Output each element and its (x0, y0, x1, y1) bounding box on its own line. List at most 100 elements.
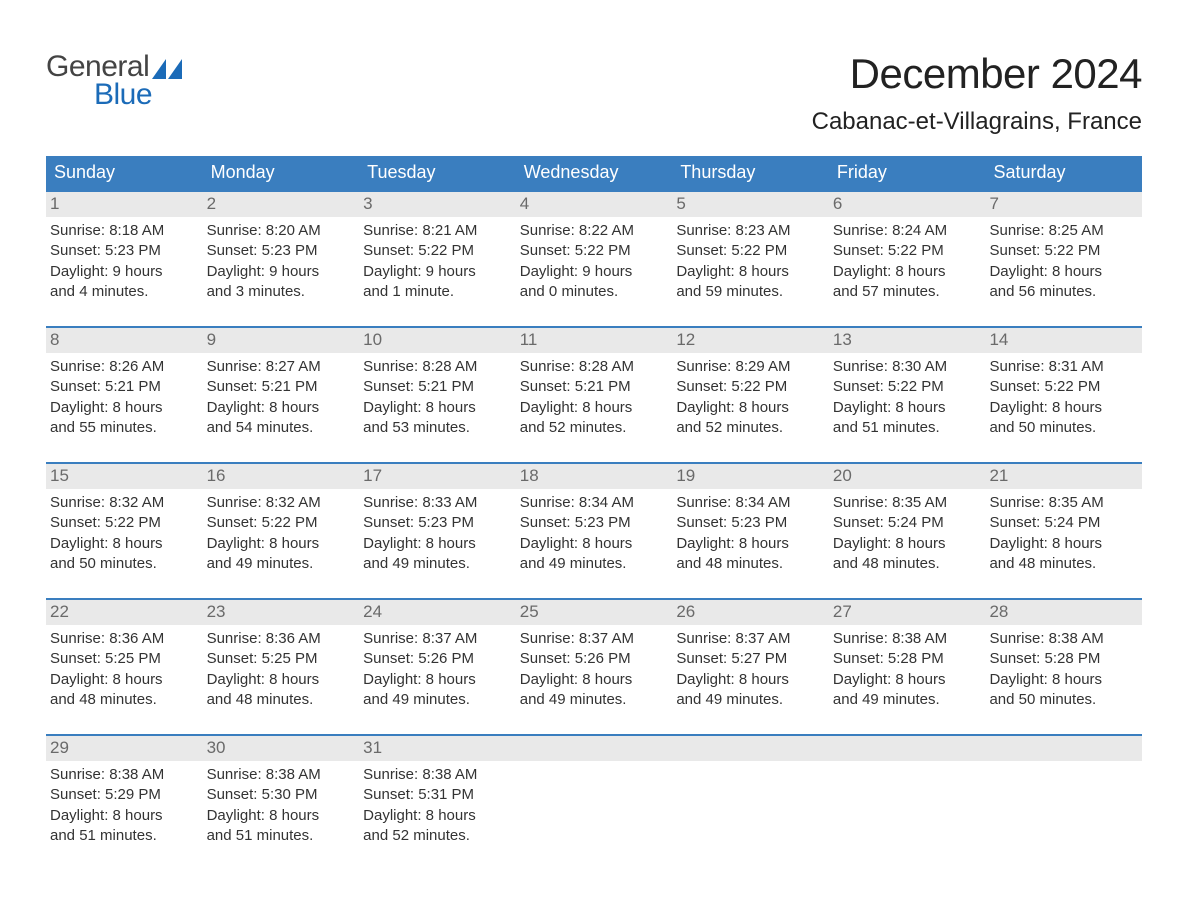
sunrise-line: Sunrise: 8:33 AM (363, 493, 512, 513)
daylight-line1: Daylight: 8 hours (50, 806, 199, 826)
sunrise-line: Sunrise: 8:32 AM (207, 493, 356, 513)
day-body: Sunrise: 8:34 AMSunset: 5:23 PMDaylight:… (516, 489, 673, 578)
day-cell: 28Sunrise: 8:38 AMSunset: 5:28 PMDayligh… (985, 600, 1142, 714)
dow-cell: Tuesday (359, 156, 516, 190)
day-number: 22 (46, 600, 203, 625)
daylight-line2: and 50 minutes. (989, 418, 1138, 438)
dow-cell: Thursday (672, 156, 829, 190)
daylight-line1: Daylight: 8 hours (676, 534, 825, 554)
day-number: 13 (829, 328, 986, 353)
day-cell: 1Sunrise: 8:18 AMSunset: 5:23 PMDaylight… (46, 192, 203, 306)
day-cell: 23Sunrise: 8:36 AMSunset: 5:25 PMDayligh… (203, 600, 360, 714)
daylight-line1: Daylight: 8 hours (833, 262, 982, 282)
day-body: Sunrise: 8:38 AMSunset: 5:31 PMDaylight:… (359, 761, 516, 850)
sunrise-line: Sunrise: 8:38 AM (833, 629, 982, 649)
sunset-line: Sunset: 5:23 PM (207, 241, 356, 261)
daylight-line2: and 48 minutes. (989, 554, 1138, 574)
sunrise-line: Sunrise: 8:28 AM (520, 357, 669, 377)
sunset-line: Sunset: 5:31 PM (363, 785, 512, 805)
sunset-line: Sunset: 5:24 PM (989, 513, 1138, 533)
daylight-line2: and 49 minutes. (363, 690, 512, 710)
sunrise-line: Sunrise: 8:22 AM (520, 221, 669, 241)
day-body: Sunrise: 8:36 AMSunset: 5:25 PMDaylight:… (203, 625, 360, 714)
sunrise-line: Sunrise: 8:38 AM (207, 765, 356, 785)
day-number: 14 (985, 328, 1142, 353)
calendar: Sunday Monday Tuesday Wednesday Thursday… (46, 156, 1142, 850)
day-cell: 25Sunrise: 8:37 AMSunset: 5:26 PMDayligh… (516, 600, 673, 714)
sunset-line: Sunset: 5:22 PM (989, 377, 1138, 397)
daylight-line1: Daylight: 8 hours (207, 670, 356, 690)
daylight-line1: Daylight: 8 hours (207, 398, 356, 418)
day-number: 10 (359, 328, 516, 353)
daylight-line2: and 49 minutes. (207, 554, 356, 574)
day-number: 27 (829, 600, 986, 625)
daylight-line2: and 51 minutes. (207, 826, 356, 846)
day-body (516, 761, 673, 769)
daylight-line1: Daylight: 8 hours (363, 670, 512, 690)
sunset-line: Sunset: 5:22 PM (676, 377, 825, 397)
day-cell: 3Sunrise: 8:21 AMSunset: 5:22 PMDaylight… (359, 192, 516, 306)
day-body: Sunrise: 8:21 AMSunset: 5:22 PMDaylight:… (359, 217, 516, 306)
daylight-line1: Daylight: 8 hours (989, 670, 1138, 690)
sunrise-line: Sunrise: 8:23 AM (676, 221, 825, 241)
day-cell: 7Sunrise: 8:25 AMSunset: 5:22 PMDaylight… (985, 192, 1142, 306)
daylight-line1: Daylight: 9 hours (207, 262, 356, 282)
sunset-line: Sunset: 5:22 PM (520, 241, 669, 261)
week-row: 29Sunrise: 8:38 AMSunset: 5:29 PMDayligh… (46, 734, 1142, 850)
day-number: 9 (203, 328, 360, 353)
sunset-line: Sunset: 5:21 PM (520, 377, 669, 397)
sunset-line: Sunset: 5:25 PM (207, 649, 356, 669)
day-number: 11 (516, 328, 673, 353)
day-number: 5 (672, 192, 829, 217)
day-body: Sunrise: 8:38 AMSunset: 5:28 PMDaylight:… (829, 625, 986, 714)
day-cell: 2Sunrise: 8:20 AMSunset: 5:23 PMDaylight… (203, 192, 360, 306)
sunrise-line: Sunrise: 8:38 AM (989, 629, 1138, 649)
day-body: Sunrise: 8:38 AMSunset: 5:29 PMDaylight:… (46, 761, 203, 850)
daylight-line1: Daylight: 8 hours (363, 806, 512, 826)
day-number: 23 (203, 600, 360, 625)
day-body: Sunrise: 8:32 AMSunset: 5:22 PMDaylight:… (203, 489, 360, 578)
daylight-line1: Daylight: 8 hours (50, 670, 199, 690)
daylight-line2: and 3 minutes. (207, 282, 356, 302)
daylight-line1: Daylight: 8 hours (50, 398, 199, 418)
sunrise-line: Sunrise: 8:24 AM (833, 221, 982, 241)
sunrise-line: Sunrise: 8:38 AM (50, 765, 199, 785)
day-number: 1 (46, 192, 203, 217)
daylight-line1: Daylight: 8 hours (207, 534, 356, 554)
day-number: 15 (46, 464, 203, 489)
sunrise-line: Sunrise: 8:37 AM (520, 629, 669, 649)
dow-cell: Saturday (985, 156, 1142, 190)
day-body: Sunrise: 8:31 AMSunset: 5:22 PMDaylight:… (985, 353, 1142, 442)
week-row: 1Sunrise: 8:18 AMSunset: 5:23 PMDaylight… (46, 190, 1142, 306)
day-number: 12 (672, 328, 829, 353)
day-cell: 27Sunrise: 8:38 AMSunset: 5:28 PMDayligh… (829, 600, 986, 714)
daylight-line1: Daylight: 8 hours (520, 534, 669, 554)
sunrise-line: Sunrise: 8:35 AM (833, 493, 982, 513)
sunrise-line: Sunrise: 8:37 AM (676, 629, 825, 649)
day-number: 7 (985, 192, 1142, 217)
daylight-line2: and 48 minutes. (676, 554, 825, 574)
day-cell: 24Sunrise: 8:37 AMSunset: 5:26 PMDayligh… (359, 600, 516, 714)
day-number: 16 (203, 464, 360, 489)
day-body: Sunrise: 8:18 AMSunset: 5:23 PMDaylight:… (46, 217, 203, 306)
brand-part2: Blue (94, 78, 194, 112)
day-body: Sunrise: 8:32 AMSunset: 5:22 PMDaylight:… (46, 489, 203, 578)
daylight-line2: and 51 minutes. (50, 826, 199, 846)
sunset-line: Sunset: 5:22 PM (833, 241, 982, 261)
sunrise-line: Sunrise: 8:29 AM (676, 357, 825, 377)
day-body: Sunrise: 8:35 AMSunset: 5:24 PMDaylight:… (829, 489, 986, 578)
title-block: December 2024 Cabanac-et-Villagrains, Fr… (812, 50, 1142, 136)
brand-logo: General Blue (46, 50, 194, 112)
sunset-line: Sunset: 5:22 PM (363, 241, 512, 261)
day-cell: 11Sunrise: 8:28 AMSunset: 5:21 PMDayligh… (516, 328, 673, 442)
day-cell: 17Sunrise: 8:33 AMSunset: 5:23 PMDayligh… (359, 464, 516, 578)
daylight-line2: and 4 minutes. (50, 282, 199, 302)
day-cell: 9Sunrise: 8:27 AMSunset: 5:21 PMDaylight… (203, 328, 360, 442)
day-cell: 8Sunrise: 8:26 AMSunset: 5:21 PMDaylight… (46, 328, 203, 442)
daylight-line2: and 54 minutes. (207, 418, 356, 438)
daylight-line1: Daylight: 8 hours (989, 534, 1138, 554)
daylight-line1: Daylight: 8 hours (989, 398, 1138, 418)
day-number: 6 (829, 192, 986, 217)
sunrise-line: Sunrise: 8:31 AM (989, 357, 1138, 377)
day-cell: 26Sunrise: 8:37 AMSunset: 5:27 PMDayligh… (672, 600, 829, 714)
